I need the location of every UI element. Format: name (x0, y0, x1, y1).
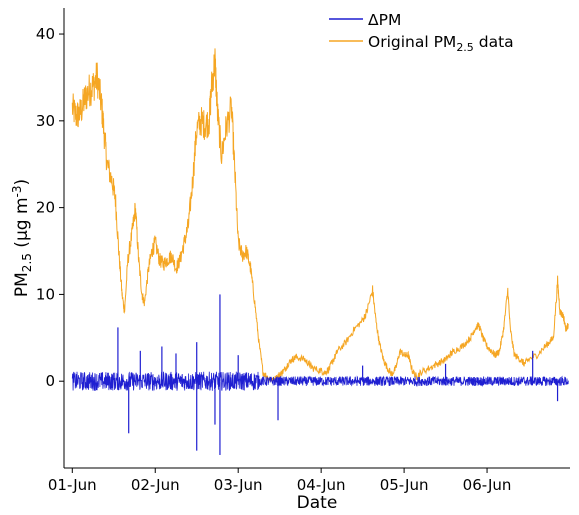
x-tick-label: 06-Jun (463, 476, 512, 494)
delta-pm-series (71, 294, 569, 455)
delta-pm-line (71, 371, 569, 392)
x-tick-label: 03-Jun (214, 476, 263, 494)
y-axis-title-unit-suffix: ) (12, 179, 32, 186)
y-tick-label: 10 (36, 285, 55, 303)
y-tick-label: 40 (36, 25, 55, 43)
y-axis-title-unit-sup: -3 (10, 186, 24, 198)
y-tick-label: 20 (36, 199, 55, 217)
legend-label-original-pm25-suffix: data (474, 33, 514, 51)
legend-label-original-pm25-main: Original PM (368, 33, 456, 51)
legend-label-delta-pm: ΔPM (368, 11, 401, 29)
x-tick-label: 04-Jun (297, 476, 346, 494)
x-tick-label: 02-Jun (131, 476, 180, 494)
original-pm25-line (71, 48, 569, 382)
x-axis-title: Date (297, 493, 338, 513)
legend-label-original-pm25-sub: 2.5 (456, 41, 474, 54)
x-ticks: 01-Jun 02-Jun 03-Jun 04-Jun 05-Jun 06-Jun (48, 468, 512, 494)
x-tick-label: 01-Jun (48, 476, 97, 494)
y-axis-title-sub: 2.5 (20, 253, 34, 272)
y-axis-title-main: PM (12, 272, 32, 297)
y-axis-title: PM2.5 (µg m-3) (10, 179, 34, 297)
legend: ΔPM Original PM2.5 data (329, 11, 514, 54)
x-tick-label: 05-Jun (380, 476, 429, 494)
legend-label-original-pm25: Original PM2.5 data (368, 33, 514, 54)
y-tick-label: 0 (45, 372, 55, 390)
y-axis-title-unit-prefix: (µg m (12, 197, 32, 253)
original-pm25-series (71, 48, 569, 382)
y-tick-label: 30 (36, 112, 55, 130)
y-ticks: 0 10 20 30 40 (36, 25, 64, 390)
